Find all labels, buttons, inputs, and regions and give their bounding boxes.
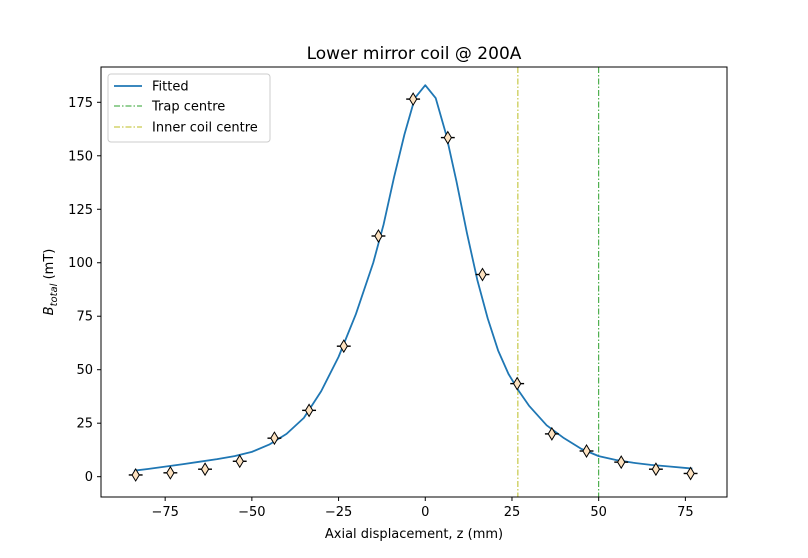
legend-label-inner-coil-centre: Inner coil centre: [152, 121, 258, 136]
point-marker: [374, 229, 383, 243]
data-point: [302, 403, 317, 418]
point-marker: [512, 376, 522, 391]
axes-frame: [100, 66, 728, 498]
data-point: [683, 466, 698, 481]
x-tick-label: −50: [238, 505, 265, 520]
point-marker: [235, 454, 244, 469]
y-tick-label: 125: [68, 203, 93, 218]
data-point: [198, 462, 212, 477]
data-point: [371, 229, 386, 243]
point-marker: [582, 444, 591, 458]
data-point: [128, 467, 143, 482]
x-axis: −75 −50 −25 0 25 50 75: [151, 497, 694, 520]
y-axis-label-sub: total: [49, 283, 60, 306]
x-tick-label: −75: [151, 505, 178, 520]
x-tick-label: −25: [325, 505, 352, 520]
x-axis-label: Axial displacement, z (mm): [325, 527, 503, 542]
y-tick-label: 50: [76, 363, 93, 378]
data-point: [406, 92, 421, 107]
y-tick-label: 0: [85, 470, 93, 485]
y-axis: 0 25 50 75 100 125 150 175: [68, 96, 101, 485]
point-marker: [547, 426, 557, 441]
legend-label-fitted: Fitted: [152, 80, 189, 95]
y-tick-label: 75: [76, 310, 93, 325]
point-marker: [166, 465, 175, 480]
legend-label-trap-centre: Trap centre: [151, 100, 225, 115]
point-marker: [408, 92, 418, 107]
data-point: [440, 130, 455, 145]
data-point: [614, 455, 629, 470]
y-axis-label-unit: (mT): [42, 249, 57, 284]
point-marker: [270, 431, 279, 446]
point-marker: [339, 339, 348, 354]
data-point: [475, 267, 490, 282]
data-point: [579, 444, 594, 458]
point-marker: [304, 403, 314, 418]
x-tick-label: 25: [504, 505, 521, 520]
data-point: [510, 376, 525, 391]
point-marker: [131, 467, 140, 482]
point-marker: [617, 455, 626, 470]
plot-area: [128, 67, 698, 497]
y-tick-label: 25: [76, 417, 93, 432]
y-tick-label: 175: [68, 96, 93, 111]
x-tick-label: 75: [677, 505, 694, 520]
fitted-curve: [133, 84, 693, 472]
point-marker: [200, 462, 210, 477]
point-marker: [686, 466, 695, 481]
data-point: [267, 431, 282, 446]
x-tick-label: 50: [590, 505, 607, 520]
data-point: [336, 339, 351, 354]
legend-box: [107, 73, 271, 143]
y-tick-label: 150: [68, 149, 93, 164]
point-marker: [478, 267, 487, 282]
data-point: [232, 454, 247, 469]
y-tick-label: 100: [68, 256, 93, 271]
chart-title: Lower mirror coil @ 200A: [307, 44, 522, 64]
data-point: [648, 462, 663, 477]
y-axis-label: Btotal (mT): [42, 249, 60, 316]
point-marker: [443, 130, 452, 145]
data-point: [544, 426, 559, 441]
y-axis-label-main: B: [42, 306, 57, 315]
legend: Fitted Trap centre Inner coil centre: [107, 73, 271, 143]
data-point: [163, 465, 178, 480]
x-tick-label: 0: [421, 505, 429, 520]
point-marker: [651, 462, 661, 477]
